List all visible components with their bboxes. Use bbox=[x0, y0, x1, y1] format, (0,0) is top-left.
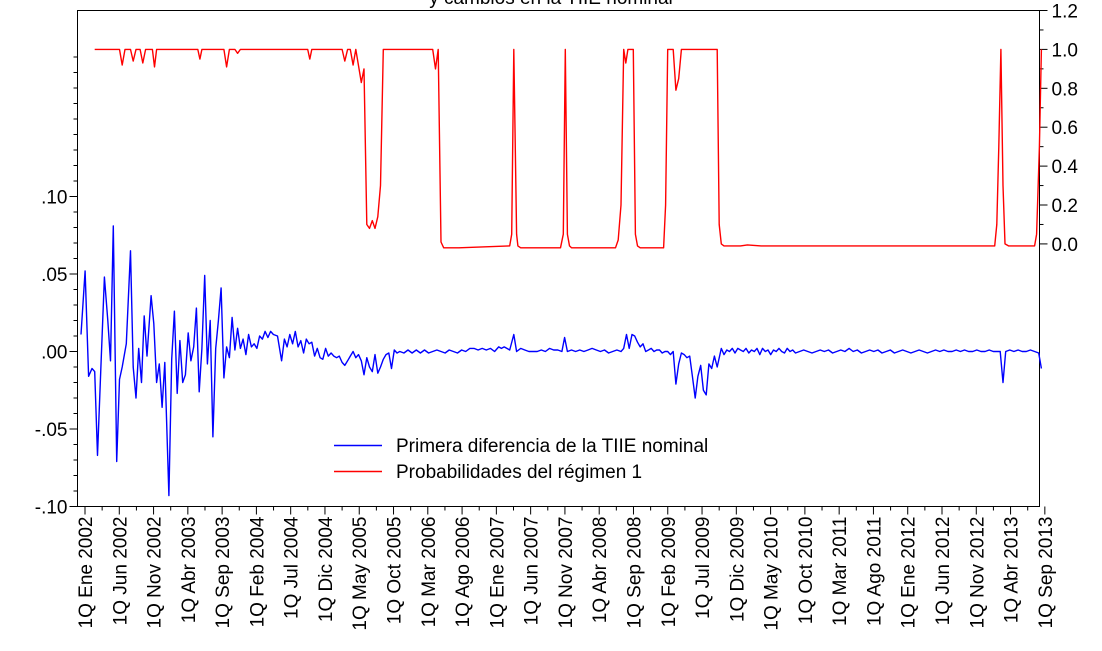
x-tick-label: 1Q Ene 2012 bbox=[899, 517, 920, 629]
x-tick-label: 1Q Nov 2012 bbox=[967, 517, 988, 629]
left-tick-label: -.10 bbox=[35, 498, 68, 519]
x-tick-label: 1Q Dic 2004 bbox=[316, 516, 337, 622]
x-tick-label: 1Q Jul 2009 bbox=[693, 517, 714, 619]
x-tick-label: 1Q Sep 2013 bbox=[1036, 517, 1057, 629]
x-tick-label: 1Q Nov 2007 bbox=[556, 517, 577, 629]
series-line-regimen bbox=[94, 48, 1043, 249]
right-tick-label: 0.0 bbox=[1052, 235, 1078, 256]
legend-label-tiie: Primera diferencia de la TIIE nominal bbox=[396, 436, 708, 457]
x-tick-label: 1Q May 2005 bbox=[350, 517, 371, 631]
x-tick-label: 1Q Ene 2007 bbox=[487, 517, 508, 629]
right-axis: 0.0 0.2 0.4 0.6 0.8 1.0 1.2 bbox=[1039, 2, 1079, 256]
right-tick-label: 1.0 bbox=[1052, 40, 1078, 61]
series-line-tiie bbox=[80, 225, 1043, 497]
x-tick-label: 1Q Mar 2011 bbox=[830, 517, 851, 626]
right-tick-label: 0.4 bbox=[1052, 157, 1079, 178]
right-tick-label: 0.6 bbox=[1052, 118, 1078, 139]
x-tick-label: 1Q Jun 2012 bbox=[933, 517, 954, 626]
left-tick-label: .00 bbox=[41, 343, 67, 364]
x-tick-label: 1Q Feb 2004 bbox=[247, 516, 268, 627]
x-tick-label: 1Q May 2010 bbox=[762, 517, 783, 631]
left-tick-label: -.05 bbox=[35, 420, 68, 441]
x-tick-label: 1Q Oct 2010 bbox=[796, 517, 817, 625]
chart-title: y cambios en la TIIE nominal bbox=[0, 0, 1102, 10]
left-tick-label: .10 bbox=[41, 188, 67, 209]
plot-frame bbox=[77, 10, 1040, 507]
legend: Primera diferencia de la TIIE nominal Pr… bbox=[334, 436, 708, 483]
x-tick-label: 1Q Ago 2006 bbox=[453, 517, 474, 628]
x-tick-label: 1Q Dic 2009 bbox=[727, 517, 748, 623]
x-tick-label: 1Q Sep 2003 bbox=[213, 517, 234, 629]
x-tick-label: 1Q Abr 2008 bbox=[590, 517, 611, 624]
x-tick-label: 1Q Abr 2013 bbox=[1002, 517, 1023, 624]
right-tick-label: 0.2 bbox=[1052, 196, 1078, 217]
x-tick-label: 1Q Mar 2006 bbox=[419, 517, 440, 628]
x-tick-label: 1Q Nov 2002 bbox=[145, 517, 166, 629]
x-tick-label: 1Q Ene 2002 bbox=[76, 517, 97, 629]
legend-label-regimen: Probabilidades del régimen 1 bbox=[396, 462, 642, 483]
left-tick-label: .05 bbox=[41, 265, 67, 286]
x-tick-label: 1Q Jul 2004 bbox=[282, 516, 303, 619]
x-tick-label: 1Q Feb 2009 bbox=[659, 517, 680, 628]
x-tick-label: 1Q Abr 2003 bbox=[179, 517, 200, 624]
right-tick-label: 0.8 bbox=[1052, 79, 1078, 100]
left-axis: -.10 -.05 .00 .05 .10 bbox=[35, 56, 78, 519]
x-tick-label: 1Q Oct 2005 bbox=[385, 517, 406, 625]
x-tick-label: 1Q Jun 2002 bbox=[110, 517, 131, 626]
right-tick-label: 1.2 bbox=[1052, 2, 1078, 23]
series-layer bbox=[80, 48, 1043, 497]
x-axis: 1Q Ene 2002 1Q Jun 2002 1Q Nov 2002 1Q Abr … bbox=[76, 506, 1057, 631]
x-tick-label: 1Q Ago 2011 bbox=[864, 517, 885, 627]
x-tick-label: 1Q Jun 2007 bbox=[522, 517, 543, 626]
x-tick-label: 1Q Sep 2008 bbox=[624, 517, 645, 629]
